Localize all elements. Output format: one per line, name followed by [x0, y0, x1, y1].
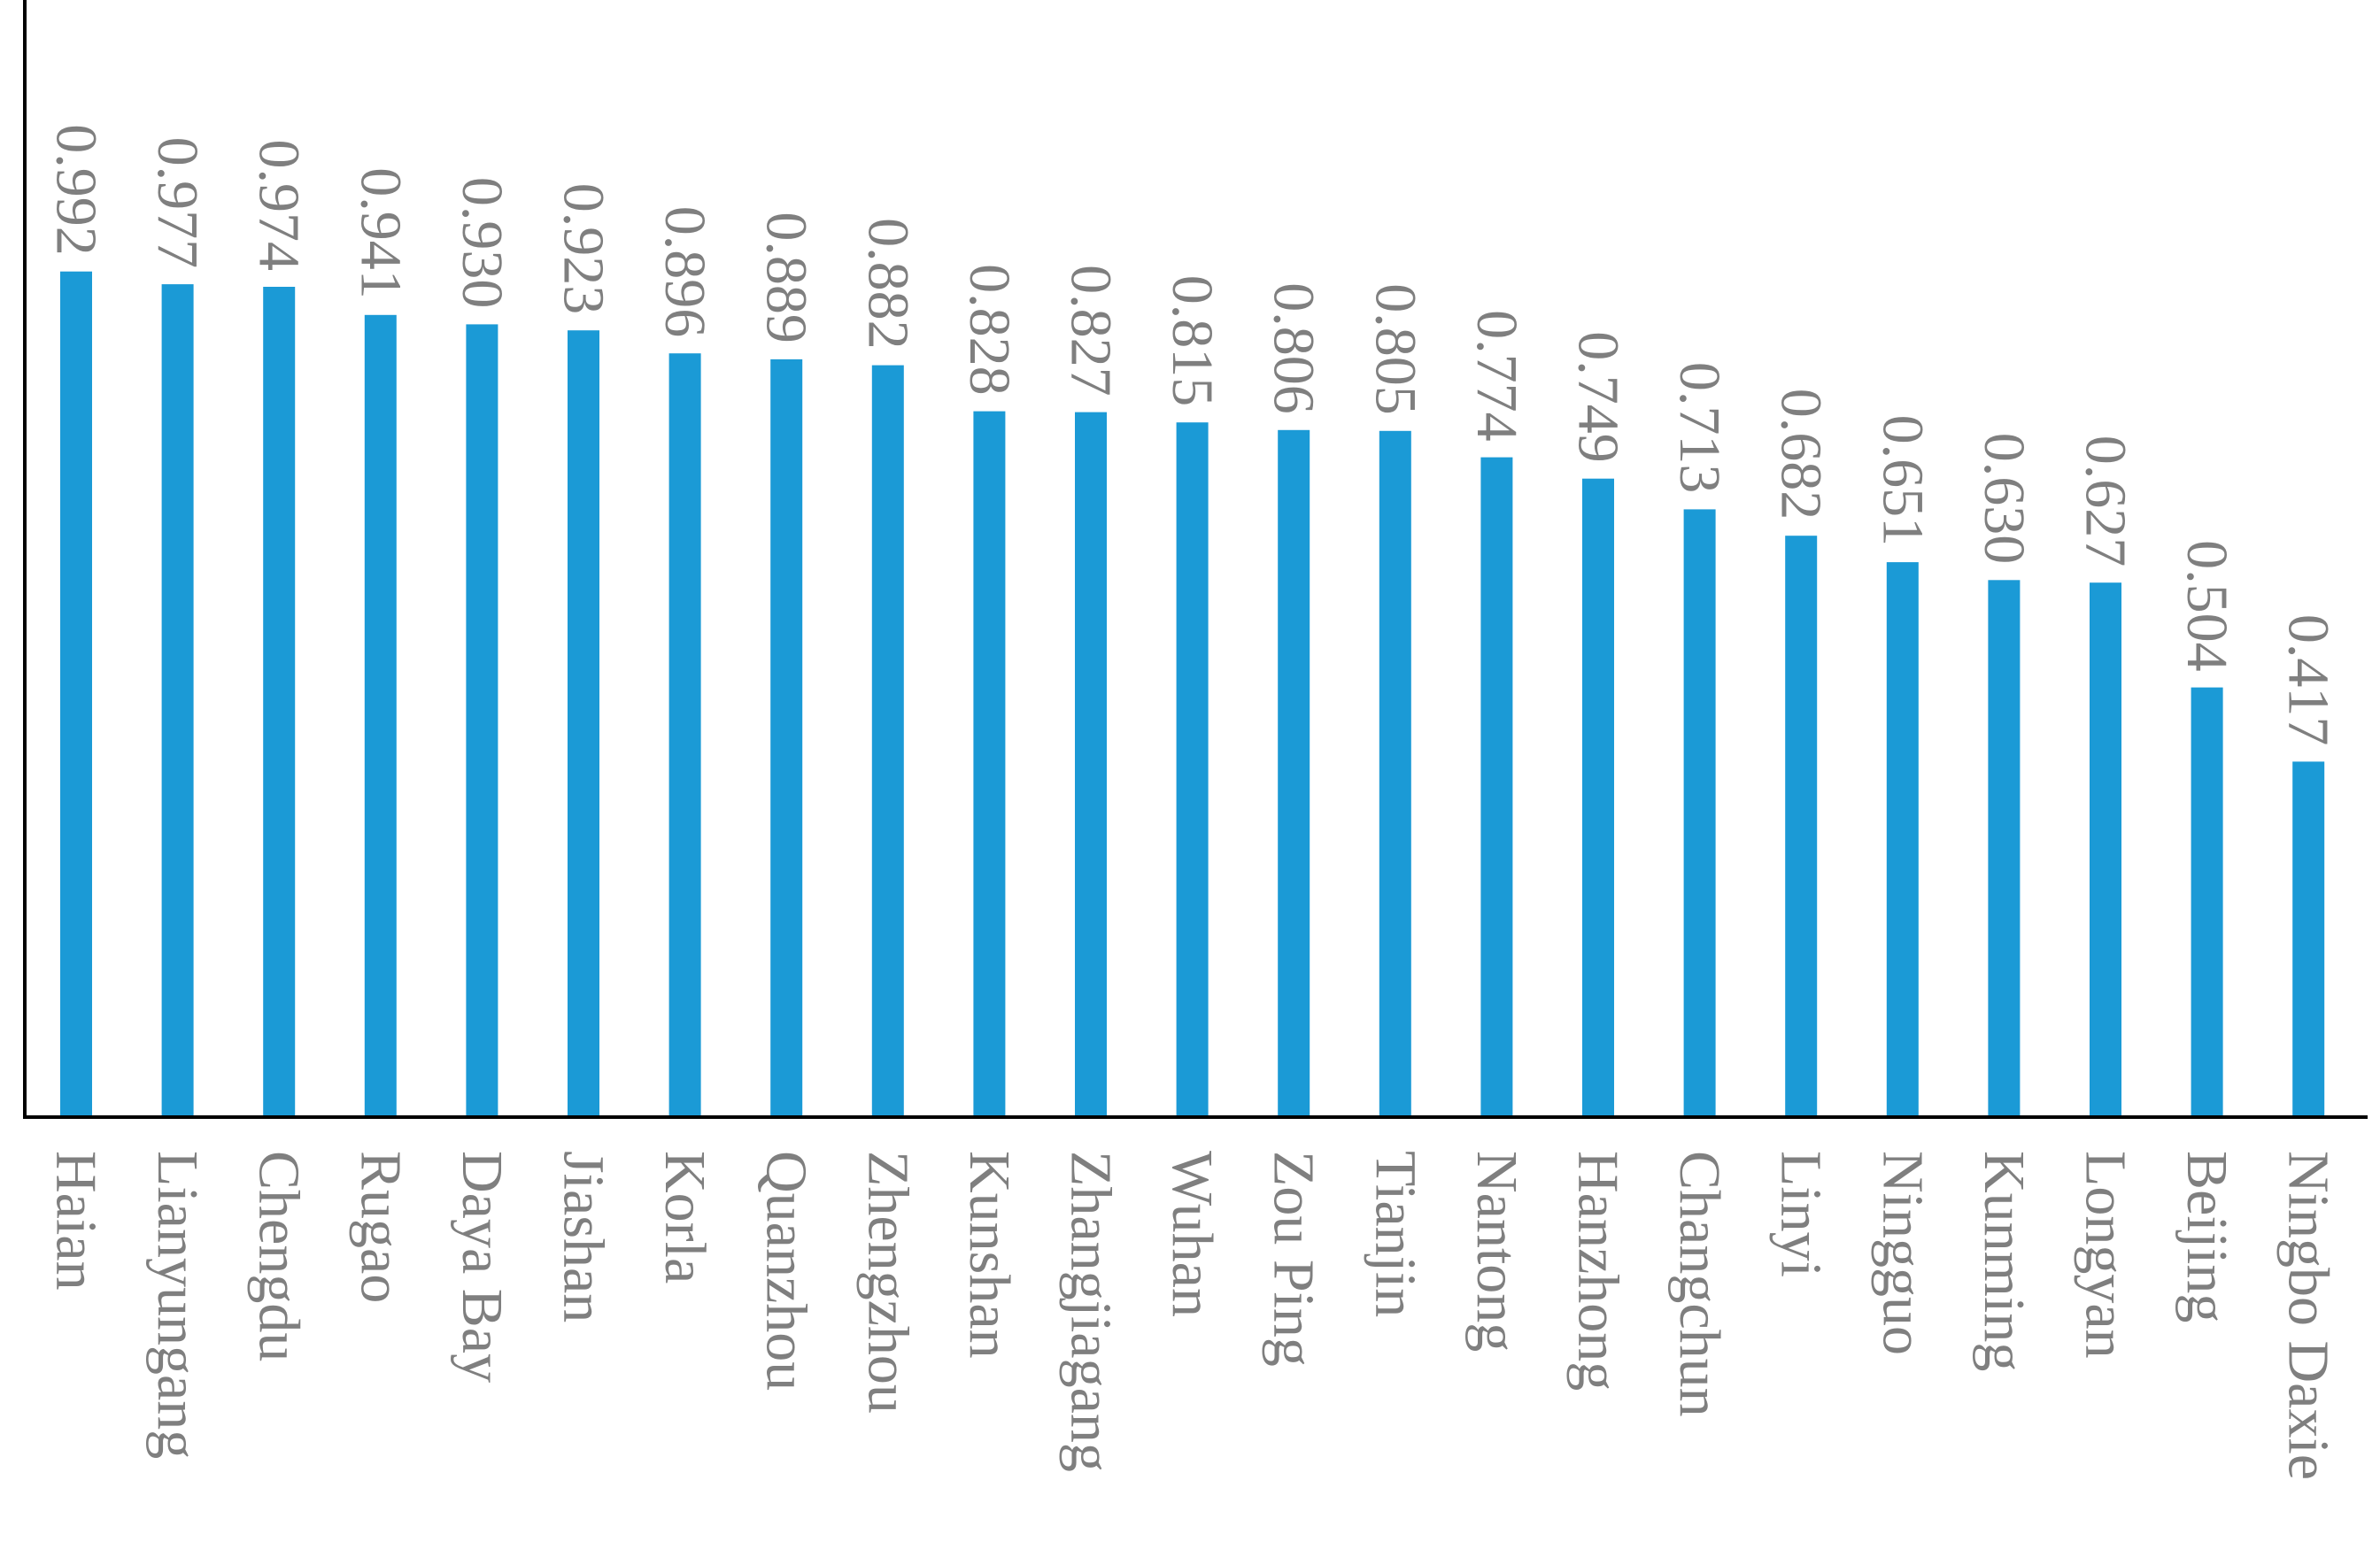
category-label-longyan: Longyan [2074, 1151, 2138, 1359]
category-label-zhengzhou: Zhengzhou [855, 1151, 920, 1414]
category-label-jiashan: Jiashan [552, 1151, 616, 1322]
value-label-haian: 0.992 [44, 124, 109, 256]
bar-longyan [2090, 582, 2121, 1117]
value-label-beijing: 0.504 [2175, 540, 2239, 672]
category-label-kunshan: Kunshan [957, 1151, 1022, 1359]
bar-korla [668, 353, 701, 1117]
bar-kunming [1988, 580, 2021, 1117]
value-label-kunming: 0.630 [1972, 433, 2036, 565]
category-label-zhangjiagang: Zhangjiagang [1059, 1151, 1124, 1472]
bar-zhangjiagang [1075, 412, 1107, 1118]
category-label-wuhan: Wuhan [1160, 1151, 1225, 1317]
value-label-chengdu: 0.974 [247, 140, 312, 272]
value-label-quanzhou: 0.889 [754, 212, 819, 343]
value-label-nantong: 0.774 [1464, 310, 1529, 442]
value-label-jiashan: 0.923 [552, 183, 616, 315]
bar-zhengzhou [871, 365, 904, 1118]
category-label-korla: Korla [653, 1151, 717, 1284]
category-label-changchun: Changchun [1667, 1151, 1732, 1417]
category-label-rugao: Rugao [348, 1151, 413, 1303]
bar-daya-bay [466, 324, 498, 1117]
category-label-tianjin: Tianjin [1363, 1151, 1427, 1317]
value-label-daya-bay: 0.930 [450, 177, 514, 309]
value-label-ningguo: 0.651 [1870, 415, 1935, 547]
value-label-rugao: 0.941 [348, 167, 413, 299]
category-label-linyi: Linyi [1769, 1151, 1834, 1277]
category-label-daya-bay: Daya Bay [450, 1151, 514, 1383]
value-label-hanzhong: 0.749 [1566, 331, 1631, 463]
value-label-zou-ping: 0.806 [1262, 282, 1326, 414]
bar-nantong [1480, 457, 1513, 1117]
bar-linyi [1785, 536, 1818, 1117]
bar-changchun [1683, 509, 1716, 1117]
category-label-beijing: Beijing [2175, 1151, 2239, 1322]
bar-ningguo [1886, 562, 1919, 1117]
value-label-korla: 0.896 [653, 206, 717, 338]
value-label-zhengzhou: 0.882 [855, 218, 920, 350]
value-label-kunshan: 0.828 [957, 264, 1022, 396]
value-label-longyan: 0.627 [2074, 436, 2138, 567]
value-label-ningbo-daxie: 0.417 [2276, 614, 2341, 746]
bars-group [60, 271, 2325, 1118]
category-label-nantong: Nantong [1464, 1151, 1529, 1352]
bar-jiashan [568, 330, 599, 1117]
bar-chengdu [263, 287, 296, 1117]
value-label-lianyungang: 0.977 [145, 137, 210, 269]
bar-haian [60, 271, 92, 1117]
value-label-linyi: 0.682 [1769, 389, 1834, 520]
bar-tianjin [1379, 430, 1411, 1117]
category-label-quanzhou: Quanzhou [754, 1151, 819, 1391]
value-label-changchun: 0.713 [1667, 362, 1732, 494]
bar-rugao [364, 314, 397, 1117]
category-label-zou-ping: Zou Ping [1262, 1151, 1326, 1367]
bar-wuhan [1176, 422, 1209, 1117]
category-label-ningbo-daxie: Ningbo Daxie [2276, 1151, 2341, 1480]
bar-kunshan [973, 411, 1006, 1118]
bar-lianyungang [161, 284, 194, 1118]
bar-beijing [2191, 687, 2223, 1117]
bar-hanzhong [1582, 478, 1614, 1117]
value-label-tianjin: 0.805 [1363, 283, 1427, 415]
category-label-kunming: Kunming [1972, 1151, 2036, 1371]
value-label-wuhan: 0.815 [1160, 275, 1225, 407]
category-label-hanzhong: Hanzhong [1566, 1151, 1631, 1391]
category-label-haian: Haian [44, 1151, 109, 1291]
value-labels-group: 0.992 0.977 0.974 0.941 0.930 0.923 0.896 0.889… [44, 124, 2341, 745]
bar-zou-ping [1278, 429, 1310, 1117]
category-label-ningguo: Ningguo [1870, 1151, 1935, 1355]
category-label-lianyungang: Lianyungang [145, 1151, 210, 1459]
bar-quanzhou [770, 359, 803, 1117]
category-labels-group: Haian Lianyungang Chengdu Rugao Daya Bay Jias… [44, 1151, 2341, 1480]
bar-ningbo-daxie [2292, 761, 2325, 1117]
value-label-zhangjiagang: 0.827 [1059, 265, 1124, 397]
category-label-chengdu: Chengdu [247, 1151, 312, 1361]
